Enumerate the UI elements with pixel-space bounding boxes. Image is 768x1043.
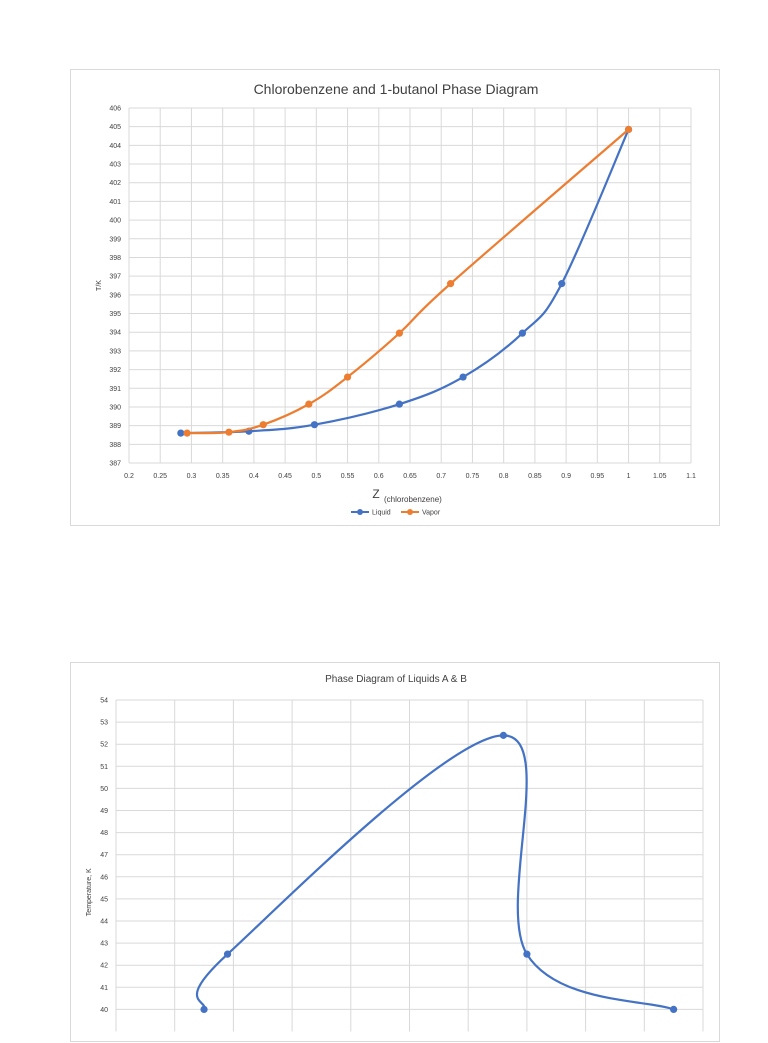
- series-point-vapor: [343, 373, 352, 381]
- y-axis-label: T/K: [96, 280, 103, 291]
- y-tick-label: 405: [109, 124, 121, 131]
- x-tick-label: 0.95: [591, 473, 605, 480]
- series-point: [200, 1005, 208, 1013]
- legend-marker-vapor: [407, 509, 413, 515]
- series-point: [523, 950, 531, 958]
- series-point-liquid: [395, 400, 403, 408]
- y-tick-label: 388: [109, 442, 121, 449]
- series-point-liquid: [177, 429, 185, 437]
- x-tick-label: 0.35: [216, 473, 230, 480]
- y-tick-label: 400: [109, 218, 121, 225]
- y-tick-label: 389: [109, 423, 121, 430]
- y-tick-label: 40: [100, 1007, 108, 1014]
- x-tick-label: 0.9: [561, 473, 571, 480]
- y-tick-label: 398: [109, 255, 121, 262]
- x-tick-label: 0.85: [528, 473, 542, 480]
- x-tick-label: 0.2: [124, 473, 134, 480]
- y-tick-label: 395: [109, 311, 121, 318]
- series-line: [195, 734, 675, 1011]
- y-tick-label: 393: [109, 348, 121, 355]
- y-tick-label: 403: [109, 162, 121, 169]
- legend-label-vapor: Vapor: [422, 510, 441, 517]
- x-tick-label: 0.55: [341, 473, 355, 480]
- x-tick-label: 1.1: [686, 473, 696, 480]
- legend-marker-liquid: [357, 509, 363, 515]
- y-tick-label: 42: [100, 963, 108, 970]
- y-tick-label: 390: [109, 404, 121, 411]
- x-tick-label: 0.8: [499, 473, 509, 480]
- chart-phase-diagram-liquids: Phase Diagram of Liquids A & B 40 41 42 43 44…: [70, 662, 720, 1042]
- chart2-title: Phase Diagram of Liquids A & B: [325, 674, 467, 685]
- series-point-vapor: [259, 421, 267, 429]
- chart-phase-diagram-chlorobenzene: Chlorobenzene and 1-butanol Phase Diagra…: [70, 69, 720, 526]
- chart1-title: Chlorobenzene and 1-butanol Phase Diagra…: [254, 81, 539, 97]
- x-tick-label: 0.5: [311, 473, 321, 480]
- y-tick-label: 48: [100, 830, 108, 837]
- y-tick-label: 406: [109, 106, 121, 113]
- legend-label-liquid: Liquid: [372, 510, 391, 517]
- y-tick-label: 387: [109, 461, 121, 468]
- x-tick-label: 0.75: [466, 473, 480, 480]
- x-tick-label: 0.3: [187, 473, 197, 480]
- series-point-vapor: [183, 429, 191, 437]
- x-axis-label-main: Z: [372, 487, 379, 501]
- x-tick-label: 1.05: [653, 473, 667, 480]
- y-tick-label: 394: [109, 330, 121, 337]
- y-tick-label: 50: [100, 786, 108, 793]
- y-tick-label: 397: [109, 274, 121, 281]
- x-tick-label: 0.7: [436, 473, 446, 480]
- x-axis-label-sub: (chlorobenzene): [384, 495, 442, 504]
- series-point-vapor: [624, 125, 633, 134]
- series-point: [499, 731, 508, 739]
- series-point-vapor: [395, 329, 403, 337]
- y-tick-label: 401: [109, 199, 121, 206]
- y-tick-label: 45: [100, 896, 108, 903]
- y-tick-label: 52: [100, 742, 108, 749]
- series-point-vapor: [446, 280, 455, 288]
- y-tick-label: 47: [100, 852, 108, 859]
- series-point: [223, 950, 232, 958]
- x-tick-label: 1: [627, 473, 631, 480]
- x-tick-label: 0.6: [374, 473, 384, 480]
- series-point-liquid: [558, 280, 566, 288]
- y-tick-label: 41: [100, 985, 108, 992]
- chart2-svg: Phase Diagram of Liquids A & B 40 41 42 43 44…: [86, 674, 704, 1032]
- y-tick-label: 391: [109, 386, 121, 393]
- series-point-liquid: [518, 329, 526, 337]
- y-tick-label: 404: [109, 143, 121, 150]
- series-point-vapor: [225, 428, 233, 436]
- y-tick-label: 53: [100, 720, 108, 727]
- y-tick-label: 392: [109, 367, 121, 374]
- series-point-vapor: [305, 400, 313, 408]
- y-tick-label: 46: [100, 874, 108, 881]
- x-tick-label: 0.45: [278, 473, 292, 480]
- y-tick-label: 51: [100, 764, 108, 771]
- x-tick-label: 0.65: [403, 473, 417, 480]
- y-tick-label: 49: [100, 808, 108, 815]
- y-tick-label: 44: [100, 919, 108, 926]
- series-point-liquid: [459, 373, 467, 381]
- series-point: [670, 1005, 678, 1013]
- x-tick-label: 0.4: [249, 473, 259, 480]
- x-tick-label: 0.25: [153, 473, 167, 480]
- y-tick-label: 399: [109, 236, 121, 243]
- y-tick-label: 54: [100, 698, 108, 705]
- series-point-liquid: [310, 421, 319, 429]
- y-tick-label: 396: [109, 292, 121, 299]
- chart1-svg: Chlorobenzene and 1-butanol Phase Diagra…: [96, 81, 696, 517]
- y-axis-label: Temperature, K: [86, 868, 93, 916]
- y-tick-label: 402: [109, 180, 121, 187]
- y-tick-label: 43: [100, 941, 108, 948]
